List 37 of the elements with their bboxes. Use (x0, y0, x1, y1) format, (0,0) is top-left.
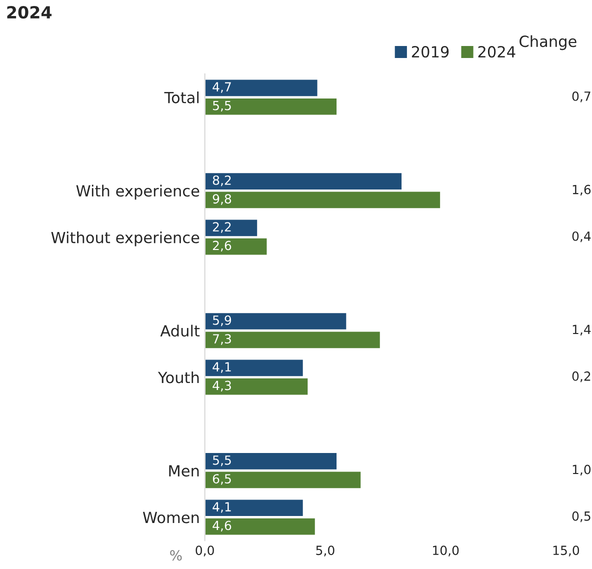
text: 1,0 (572, 464, 591, 476)
legend-label: 2019 (412, 46, 449, 58)
y-tick-label: Adult (160, 324, 200, 337)
y-tick-label: Total (164, 91, 199, 104)
text: Change (520, 35, 576, 50)
data-label: 5,5 (213, 100, 231, 112)
y-tick-label: Youth (158, 371, 199, 384)
y-tick-label: Men (169, 465, 199, 477)
data-label: 4,1 (212, 502, 231, 513)
text: 2024 (7, 6, 52, 19)
data-label: 6,5 (212, 474, 231, 485)
text: 0,4 (572, 231, 591, 242)
y-tick-label: Women (142, 512, 199, 524)
y-tick-label: With experience (76, 184, 200, 200)
y-tick-label: Without experience (51, 231, 200, 246)
x-tick-label: 0,0 (196, 546, 214, 556)
data-label: 4,7 (212, 82, 231, 93)
data-label: 4,6 (212, 520, 232, 532)
data-label: 4,1 (212, 362, 231, 373)
data-label: 4,3 (212, 380, 231, 392)
data-label: 2,6 (212, 240, 232, 252)
text: 0,7 (572, 91, 590, 102)
data-label: 5,5 (213, 456, 231, 466)
data-label: 2,2 (212, 222, 231, 233)
text: 0,5 (572, 511, 590, 522)
data-label: 8,2 (212, 175, 231, 186)
text: 1,6 (572, 184, 591, 196)
x-tick-label: 15,0 (553, 546, 580, 556)
data-label: 5,9 (213, 315, 232, 326)
x-tick-label: 10,0 (433, 546, 459, 556)
data-label: 9,8 (212, 194, 232, 205)
legend-label: 2024 (478, 46, 516, 58)
x-tick-label: 5,0 (316, 546, 334, 556)
data-label: 7,3 (213, 334, 231, 345)
text: 0,2 (572, 371, 590, 382)
text: 1,4 (572, 324, 591, 336)
x-axis-title: % (170, 550, 182, 561)
